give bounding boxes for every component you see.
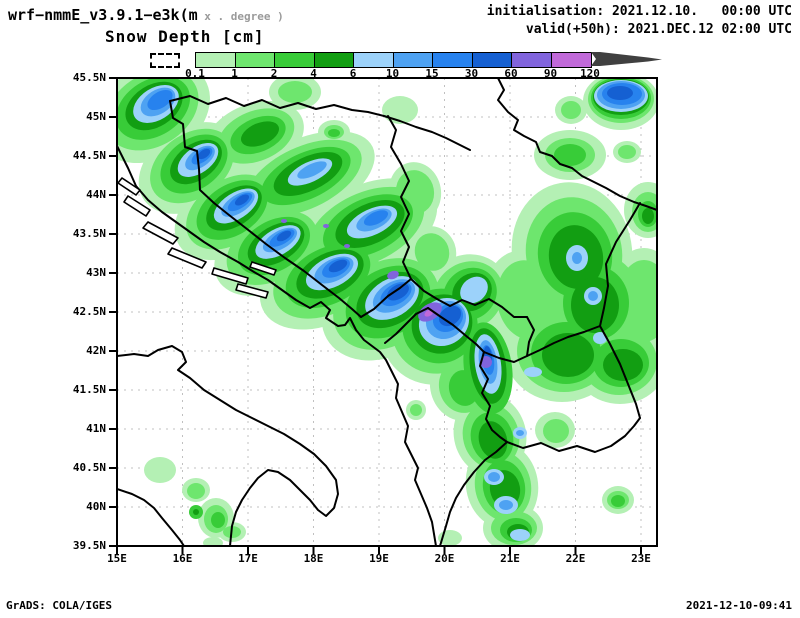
plot-frame: [109, 77, 658, 554]
coastline-islands: [117, 177, 277, 299]
colorbar-tick: 15: [425, 67, 439, 80]
lon-label: 21E: [500, 552, 520, 565]
coastline-balkan: [117, 145, 437, 546]
model-title-text: wrf−nmmE_v3.9.1−e3k(m: [8, 6, 198, 24]
colorbar-segment: [432, 52, 473, 68]
lat-label: 41.5N: [72, 383, 106, 396]
lon-label: 18E: [303, 552, 324, 565]
init-time-label: initialisation: 2021.12.10. 00:00 UTC: [486, 4, 792, 19]
grads-attribution: GrADS: COLA/IGES: [6, 599, 112, 612]
colorbar-tick: 60: [504, 67, 518, 80]
lon-label: 16E: [172, 552, 193, 565]
colorbar-segment: [313, 52, 354, 68]
lat-label: 41N: [86, 422, 106, 435]
lat-label: 44.5N: [72, 149, 106, 162]
colorbar-tick: 120: [580, 67, 600, 80]
colorbar-tick: 2: [270, 67, 278, 80]
colorbar-tick: 4: [310, 67, 317, 80]
lat-label: 45N: [86, 110, 106, 123]
snow-depth-field: [117, 78, 657, 546]
colorbar-underflow-box: [150, 53, 180, 68]
colorbar-tick: 0.1: [185, 67, 205, 80]
lon-label: 20E: [434, 552, 455, 565]
colorbar-segment: [353, 52, 394, 68]
lat-label: 44N: [86, 188, 106, 201]
colorbar-tick: 90: [543, 67, 558, 80]
lon-label: 23E: [631, 552, 651, 565]
lat-label: 40N: [86, 500, 106, 513]
lat-label: 45.5N: [72, 71, 106, 84]
colorbar-tick: 6: [349, 67, 357, 80]
lat-label: 42N: [86, 344, 106, 357]
lon-label: 22E: [565, 552, 586, 565]
lon-label: 15E: [107, 552, 127, 565]
model-title-unit: x . degree ): [197, 10, 284, 23]
colorbar-segment: [471, 52, 512, 68]
lat-label: 40.5N: [72, 461, 106, 474]
colorbar-segment: [274, 52, 315, 68]
colorbar-segment: [234, 52, 275, 68]
model-title: wrf−nmmE_v3.9.1−e3k(m x . degree ): [8, 6, 284, 24]
colorbar-tick: 1: [231, 67, 238, 80]
colorbar-segment: [511, 52, 552, 68]
lon-label: 19E: [369, 552, 389, 565]
lat-label: 39.5N: [72, 539, 106, 552]
field-title: Snow Depth [cm]: [105, 27, 265, 46]
lat-tick-marks: [109, 77, 117, 547]
colorbar-segment: [195, 52, 236, 68]
lat-label: 43N: [86, 266, 106, 279]
colorbar-segment: [392, 52, 433, 68]
creation-timestamp: 2021-12-10-09:41: [686, 599, 792, 612]
lon-tick-marks: [116, 546, 642, 554]
colorbar-tick: 10: [385, 67, 400, 80]
lat-label: 42.5N: [72, 305, 106, 318]
valid-time-label: valid(+50h): 2021.DEC.12 02:00 UTC: [525, 22, 792, 37]
colorbar-tick: 30: [464, 67, 479, 80]
snow-level-30-60: [197, 86, 633, 366]
coastline-italy: [117, 345, 339, 546]
country-borders: [169, 78, 657, 546]
lon-label: 17E: [238, 552, 258, 565]
lat-label: 43.5N: [72, 227, 106, 240]
